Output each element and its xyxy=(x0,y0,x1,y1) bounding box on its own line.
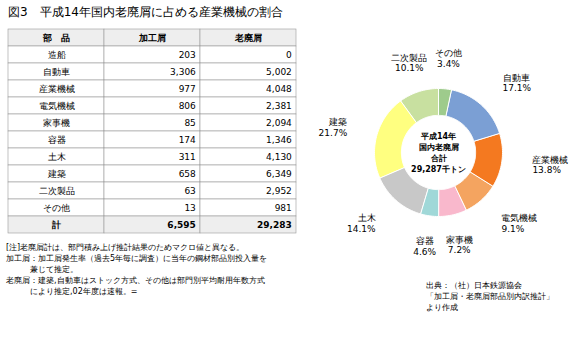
svg-text:土木14.1%: 土木14.1% xyxy=(347,213,376,233)
svg-text:2,952: 2,952 xyxy=(266,186,292,196)
svg-text:自動車: 自動車 xyxy=(43,67,70,77)
svg-text:806: 806 xyxy=(179,101,196,111)
svg-text:5,002: 5,002 xyxy=(266,67,292,77)
svg-text:13: 13 xyxy=(184,203,195,213)
svg-text:658: 658 xyxy=(179,169,196,179)
svg-text:土木: 土木 xyxy=(48,152,66,162)
svg-text:4,048: 4,048 xyxy=(266,84,292,94)
svg-text:2,381: 2,381 xyxy=(266,101,292,111)
svg-text:自動車17.1%: 自動車17.1% xyxy=(503,73,532,93)
html-text:出典：（社）日本鉄源協会 「加工屑・老廃屑部品別内訳推計」: 出典：（社）日本鉄源協会 「加工屑・老廃屑部品別内訳推計」 より作成 xyxy=(426,281,554,312)
svg-text:203: 203 xyxy=(179,50,196,60)
svg-text:2,094: 2,094 xyxy=(266,118,292,128)
html-text:[注]老廃屑計は、部門積み上げ推計結果のためマクロ値と異なる: [注]老廃屑計は、部門積み上げ推計結果のためマクロ値と異なる。 xyxy=(6,243,245,252)
svg-text:建築: 建築 xyxy=(47,169,66,179)
svg-text:計: 計 xyxy=(51,220,61,230)
svg-text:部 品: 部 品 xyxy=(42,33,70,43)
svg-text:3,306: 3,306 xyxy=(170,67,196,77)
svg-text:二次製品: 二次製品 xyxy=(39,186,75,196)
svg-text:0: 0 xyxy=(286,50,292,60)
svg-text:977: 977 xyxy=(179,84,196,94)
svg-text:二次製品10.1%: 二次製品10.1% xyxy=(391,53,427,73)
svg-text:電気機械: 電気機械 xyxy=(39,101,75,111)
svg-text:311: 311 xyxy=(179,152,196,162)
svg-text:平成14年: 平成14年 xyxy=(420,132,456,141)
html-text:により推定,02年度は速報。=: により推定,02年度は速報。= xyxy=(6,287,138,296)
svg-text:合計: 合計 xyxy=(430,154,447,163)
html-text:兼じて推定。: 兼じて推定。 xyxy=(6,265,78,274)
svg-text:その他: その他 xyxy=(43,203,70,213)
svg-text:63: 63 xyxy=(184,186,195,196)
svg-text:29,283: 29,283 xyxy=(257,220,292,230)
svg-text:4,130: 4,130 xyxy=(266,152,292,162)
svg-text:6,595: 6,595 xyxy=(167,220,195,230)
html-text:図3 平成14年国内老廃屑に占める産業機械の割合: 図3 平成14年国内老廃屑に占める産業機械の割合 xyxy=(8,5,283,19)
svg-text:6,349: 6,349 xyxy=(266,169,292,179)
svg-text:その他3.4%: その他3.4% xyxy=(435,48,462,68)
svg-text:電気機械9.1%: 電気機械9.1% xyxy=(501,213,537,233)
html-text:老廃屑：建築,自動車はストック方式、その他は部門別平均耐用年: 老廃屑：建築,自動車はストック方式、その他は部門別平均耐用年数方式 xyxy=(6,276,265,285)
svg-text:産業機械13.8%: 産業機械13.8% xyxy=(532,155,568,175)
html-text:加工屑：加工屑発生率（過去5年毎に調査）に当年の鋼材部品別投: 加工屑：加工屑発生率（過去5年毎に調査）に当年の鋼材部品別投入量を xyxy=(6,254,268,263)
svg-text:85: 85 xyxy=(184,118,195,128)
svg-text:造船: 造船 xyxy=(48,50,66,60)
svg-text:家事機: 家事機 xyxy=(43,118,70,128)
svg-text:174: 174 xyxy=(179,135,196,145)
svg-text:産業機械: 産業機械 xyxy=(39,84,75,94)
svg-text:29,287千トン: 29,287千トン xyxy=(411,165,466,174)
svg-text:国内老廃屑: 国内老廃屑 xyxy=(419,142,459,152)
svg-text:老廃屑: 老廃屑 xyxy=(234,33,262,43)
svg-text:加工屑: 加工屑 xyxy=(138,33,166,43)
svg-text:容器: 容器 xyxy=(48,135,66,145)
svg-text:家事機7.2%: 家事機7.2% xyxy=(446,235,473,255)
svg-text:1,346: 1,346 xyxy=(266,135,292,145)
svg-text:容器4.6%: 容器4.6% xyxy=(413,236,436,256)
svg-text:建築21.7%: 建築21.7% xyxy=(319,117,348,137)
svg-text:981: 981 xyxy=(275,203,292,213)
